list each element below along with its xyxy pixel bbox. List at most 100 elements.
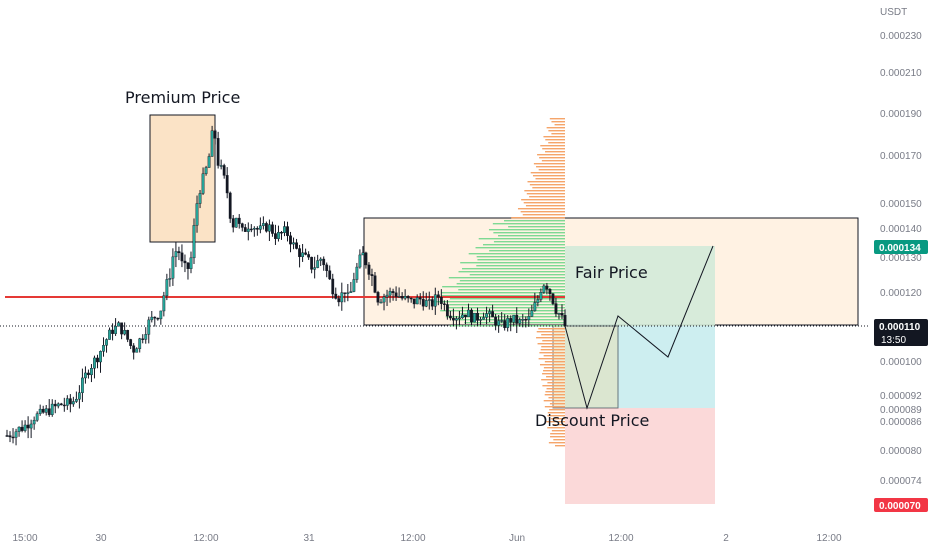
candle-body	[268, 224, 271, 232]
candle-body	[391, 291, 395, 293]
candle-body	[433, 294, 437, 307]
candle-body	[503, 320, 507, 328]
x-tick-label: 2	[723, 533, 729, 544]
volume-profile-bar	[538, 169, 565, 171]
candle-body	[403, 296, 407, 299]
svg-text:13:50: 13:50	[881, 335, 906, 346]
volume-profile-bar	[541, 334, 565, 336]
candle-body	[159, 310, 163, 320]
candle-body	[195, 203, 199, 226]
volume-profile-bar	[520, 211, 565, 213]
volume-profile-bar	[539, 352, 565, 354]
volume-profile-bar	[551, 133, 565, 135]
volume-profile-bar	[464, 322, 565, 324]
candle-body	[123, 330, 127, 335]
volume-profile-bar	[542, 373, 565, 375]
candle-body	[310, 256, 314, 270]
y-tick-label: 0.000150	[880, 199, 922, 210]
candle-body	[286, 226, 289, 236]
volume-profile-bar	[539, 157, 565, 159]
volume-profile-bar	[526, 193, 565, 195]
volume-profile-bar	[550, 436, 565, 438]
volume-profile-bar	[511, 217, 565, 219]
candle-body	[114, 325, 117, 334]
volume-profile-bar	[542, 148, 565, 150]
candle-body	[400, 296, 404, 299]
candle-body	[14, 431, 18, 438]
volume-profile-bar	[537, 154, 565, 156]
candle-body	[201, 173, 205, 194]
candle-body	[464, 314, 467, 318]
candle-body	[171, 256, 175, 279]
candle-body	[509, 318, 513, 323]
x-tick-label: 30	[95, 533, 107, 544]
candle-body	[491, 311, 495, 318]
candle-body	[252, 228, 256, 230]
volume-profile-bar	[537, 343, 565, 345]
candle-body	[379, 301, 383, 304]
candle-body	[222, 165, 226, 176]
volume-profile-bar	[529, 184, 565, 186]
candle-body	[180, 252, 184, 262]
candle-body	[313, 267, 317, 270]
candle-body	[8, 435, 12, 438]
volume-profile-bar	[469, 274, 565, 276]
candle-body	[65, 398, 69, 406]
candle-body	[23, 424, 27, 431]
volume-profile-bar	[544, 361, 565, 363]
candle-body	[560, 313, 564, 316]
candle-body	[370, 274, 374, 276]
candle-body	[458, 317, 461, 320]
y-tick-label: 0.000210	[880, 68, 922, 79]
candle-body	[382, 296, 386, 303]
volume-profile-bar	[458, 289, 565, 291]
volume-profile-bar	[549, 118, 565, 120]
candle-body	[485, 313, 488, 318]
candle-body	[105, 339, 108, 346]
candle-body	[482, 317, 485, 320]
candle-body	[225, 175, 229, 194]
candle-body	[68, 398, 72, 405]
volume-profile-bar	[549, 409, 565, 411]
volume-profile-bar	[543, 367, 565, 369]
candle-body	[448, 315, 452, 319]
candle-body	[518, 319, 522, 324]
volume-profile-bar	[493, 232, 565, 234]
volume-profile-bar	[478, 238, 565, 240]
candle-body	[147, 319, 151, 335]
candle-body	[141, 338, 145, 340]
volume-profile-bar	[551, 121, 565, 123]
volume-profile-bar	[532, 175, 565, 177]
candle-body	[361, 252, 365, 256]
candle-body	[298, 248, 301, 258]
premium-label: Premium Price	[125, 88, 240, 107]
volume-profile-bar	[546, 376, 565, 378]
volume-profile-bar	[458, 271, 565, 273]
y-tick-label: 0.000170	[880, 151, 922, 162]
candle-body	[243, 227, 247, 232]
volume-profile-bar	[554, 124, 565, 126]
volume-profile-bar	[530, 172, 565, 174]
candle-body	[96, 357, 99, 363]
candle-body	[144, 334, 148, 340]
volume-profile-bar	[544, 394, 565, 396]
candle-body	[304, 252, 308, 255]
y-axis: 0.000230 0.000210 0.000190 0.000170 0.000150…	[880, 31, 922, 487]
candle-body	[421, 298, 425, 307]
candle-body	[452, 317, 455, 321]
candle-body	[228, 192, 232, 219]
candle-body	[183, 260, 187, 264]
volume-profile-bar	[544, 406, 565, 408]
volume-profile-bar	[446, 307, 565, 309]
candle-body	[295, 242, 298, 249]
candle-body	[367, 264, 371, 275]
volume-profile-bar	[448, 277, 565, 279]
volume-profile-bar	[539, 364, 565, 366]
candle-body	[84, 372, 87, 379]
candle-body	[343, 292, 347, 294]
candle-body	[406, 296, 410, 299]
volume-profile-bar	[476, 265, 565, 267]
x-tick-label: 12:00	[193, 533, 218, 544]
candle-body	[533, 302, 537, 311]
